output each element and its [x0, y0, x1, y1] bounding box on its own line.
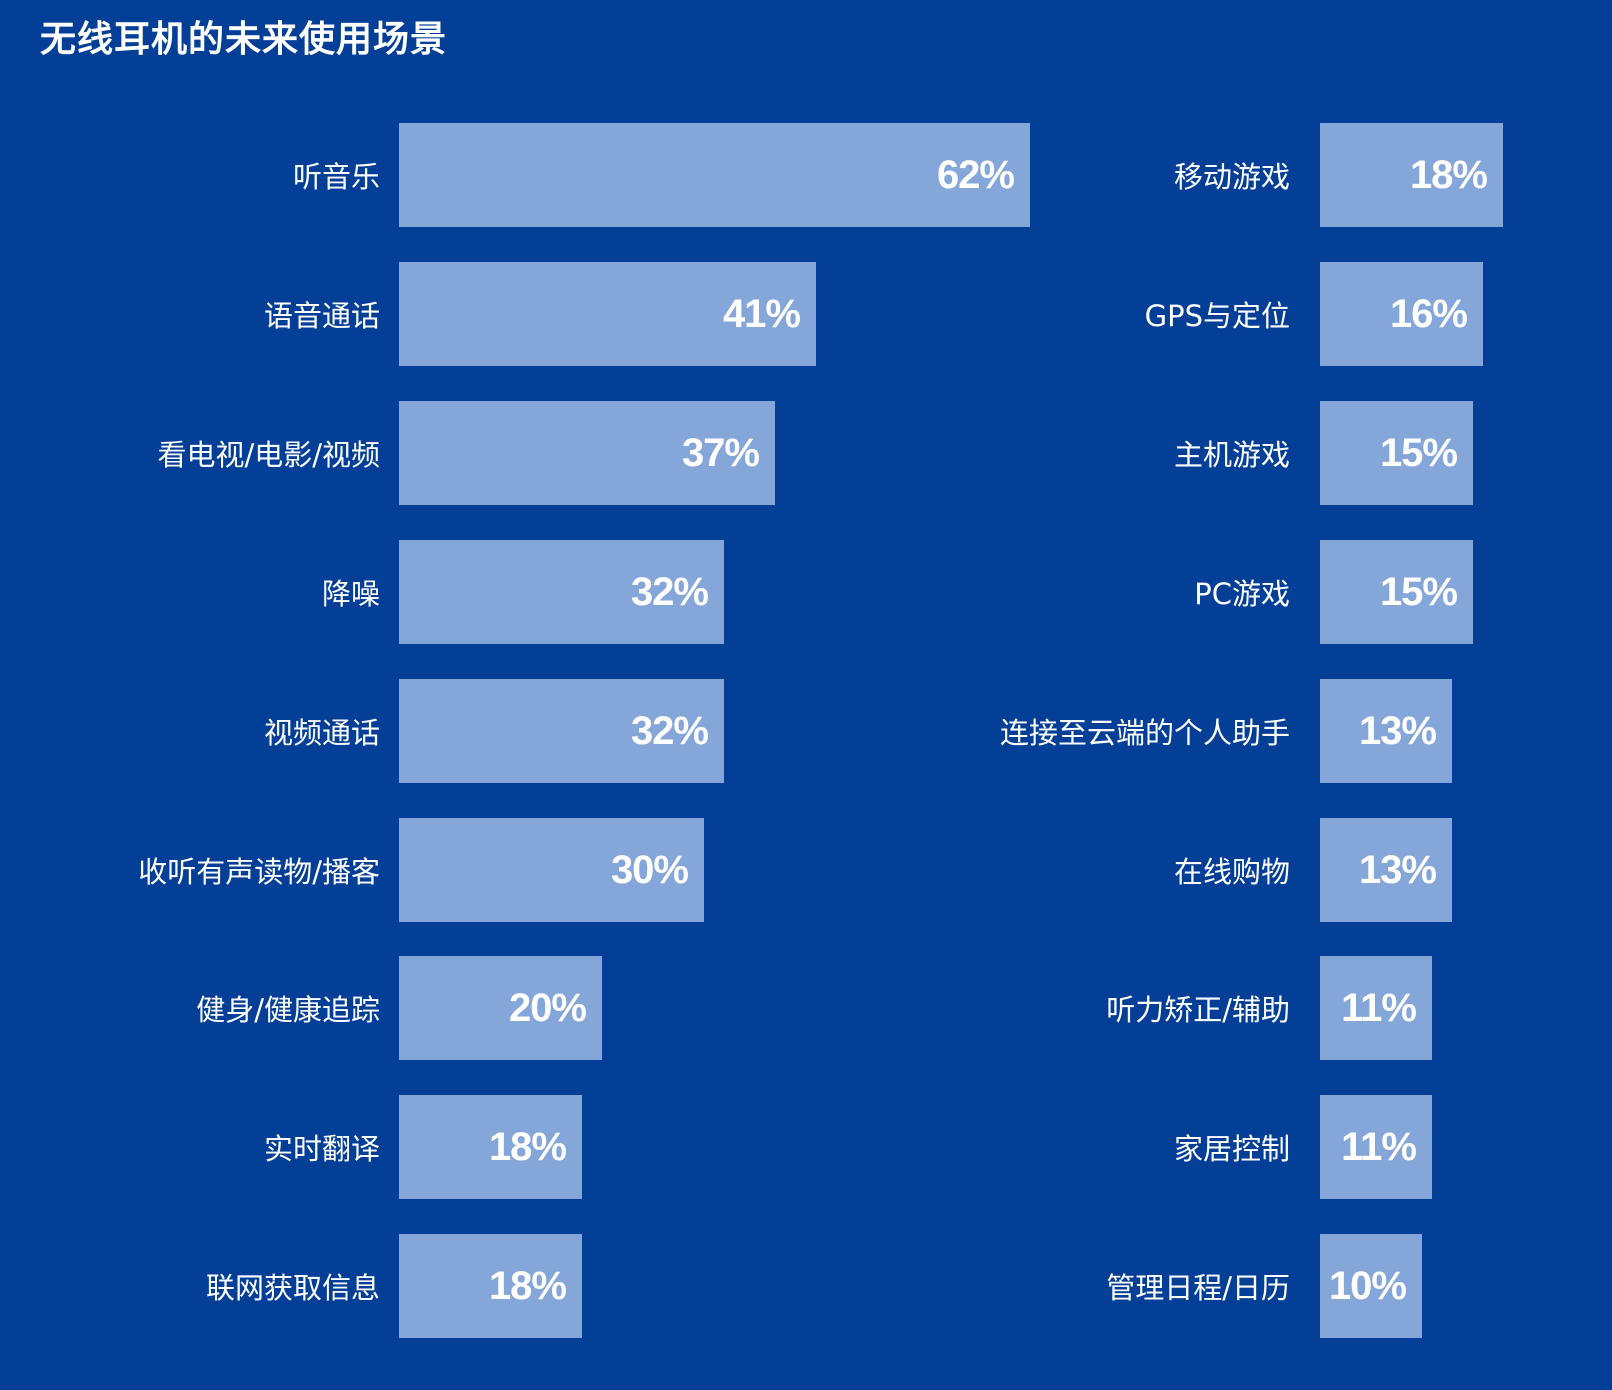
bar-row: 看电视/电影/视频 37% — [0, 401, 1612, 505]
bar: 37% — [399, 401, 775, 505]
bar-label: 家居控制 — [1173, 1132, 1290, 1166]
bar-row: 健身/健康追踪 20% — [0, 956, 1612, 1060]
bar-label: 实时翻译 — [263, 1132, 380, 1166]
bar: 18% — [399, 1095, 582, 1199]
bar-row: 主机游戏 15% — [0, 401, 1612, 505]
bar: 62% — [399, 123, 1030, 227]
bar-label: 在线购物 — [1173, 855, 1290, 889]
bar-row: 移动游戏 18% — [0, 123, 1612, 227]
bar-value-label: 11% — [1341, 1124, 1417, 1169]
bar-value-label: 15% — [1379, 569, 1458, 614]
bar: 10% — [1320, 1234, 1422, 1338]
bar-value-label: 32% — [630, 708, 709, 753]
bar: 18% — [399, 1234, 582, 1338]
bar: 13% — [1320, 679, 1452, 783]
bar-value-label: 13% — [1358, 847, 1437, 892]
bar-row: 语音通话 41% — [0, 262, 1612, 366]
bar-label: 看电视/电影/视频 — [157, 438, 380, 472]
bar-label: 移动游戏 — [1173, 160, 1290, 194]
bar: 11% — [1320, 1095, 1432, 1199]
bar: 13% — [1320, 818, 1452, 922]
bar: 41% — [399, 262, 816, 366]
bar-label: 降噪 — [321, 577, 380, 611]
bar: 32% — [399, 540, 724, 644]
bar-row: 听音乐 62% — [0, 123, 1612, 227]
bar-label: 听音乐 — [292, 160, 380, 194]
bar-value-label: 18% — [488, 1263, 567, 1308]
bar-row: 视频通话 32% — [0, 679, 1612, 783]
bar-label: 语音通话 — [263, 299, 380, 333]
bar-value-label: 18% — [488, 1124, 567, 1169]
bar-row: 实时翻译 18% — [0, 1095, 1612, 1199]
chart-title: 无线耳机的未来使用场景 — [40, 19, 448, 60]
bar-value-label: 18% — [1409, 152, 1488, 197]
bar-value-label: 10% — [1328, 1263, 1407, 1308]
bar-row: 联网获取信息 18% — [0, 1234, 1612, 1338]
bar-label: 连接至云端的个人助手 — [999, 716, 1290, 750]
bar-label: PC游戏 — [1194, 577, 1290, 611]
bar: 18% — [1320, 123, 1503, 227]
bar: 30% — [399, 818, 704, 922]
bar-row: GPS与定位 16% — [0, 262, 1612, 366]
bar: 16% — [1320, 262, 1483, 366]
bar-row: 连接至云端的个人助手 13% — [0, 679, 1612, 783]
bar-label: 联网获取信息 — [205, 1271, 380, 1305]
bar-row: 降噪 32% — [0, 540, 1612, 644]
bar-value-label: 41% — [722, 291, 801, 336]
bar-value-label: 32% — [630, 569, 709, 614]
bar-label: 视频通话 — [263, 716, 380, 750]
bar: 15% — [1320, 401, 1473, 505]
bar-label: 管理日程/日历 — [1106, 1271, 1290, 1305]
bar-value-label: 16% — [1389, 291, 1468, 336]
bar-row: 管理日程/日历 10% — [0, 1234, 1612, 1338]
bar-label: GPS与定位 — [1144, 299, 1290, 333]
bar-value-label: 20% — [508, 985, 587, 1030]
bar-value-label: 11% — [1341, 985, 1417, 1030]
bar-row: 家居控制 11% — [0, 1095, 1612, 1199]
bar: 32% — [399, 679, 724, 783]
bar-value-label: 37% — [681, 430, 760, 475]
bar-row: 听力矫正/辅助 11% — [0, 956, 1612, 1060]
bar-label: 收听有声读物/播客 — [138, 855, 380, 889]
bar-label: 听力矫正/辅助 — [1106, 993, 1290, 1027]
bar-value-label: 13% — [1358, 708, 1437, 753]
bar-label: 主机游戏 — [1173, 438, 1290, 472]
bar-label: 健身/健康追踪 — [196, 993, 380, 1027]
bar-row: 收听有声读物/播客 30% — [0, 818, 1612, 922]
bar: 15% — [1320, 540, 1473, 644]
bar: 11% — [1320, 956, 1432, 1060]
bar: 20% — [399, 956, 602, 1060]
bar-value-label: 30% — [610, 847, 689, 892]
bar-row: PC游戏 15% — [0, 540, 1612, 644]
bar-row: 在线购物 13% — [0, 818, 1612, 922]
bar-value-label: 62% — [936, 152, 1015, 197]
bar-value-label: 15% — [1379, 430, 1458, 475]
